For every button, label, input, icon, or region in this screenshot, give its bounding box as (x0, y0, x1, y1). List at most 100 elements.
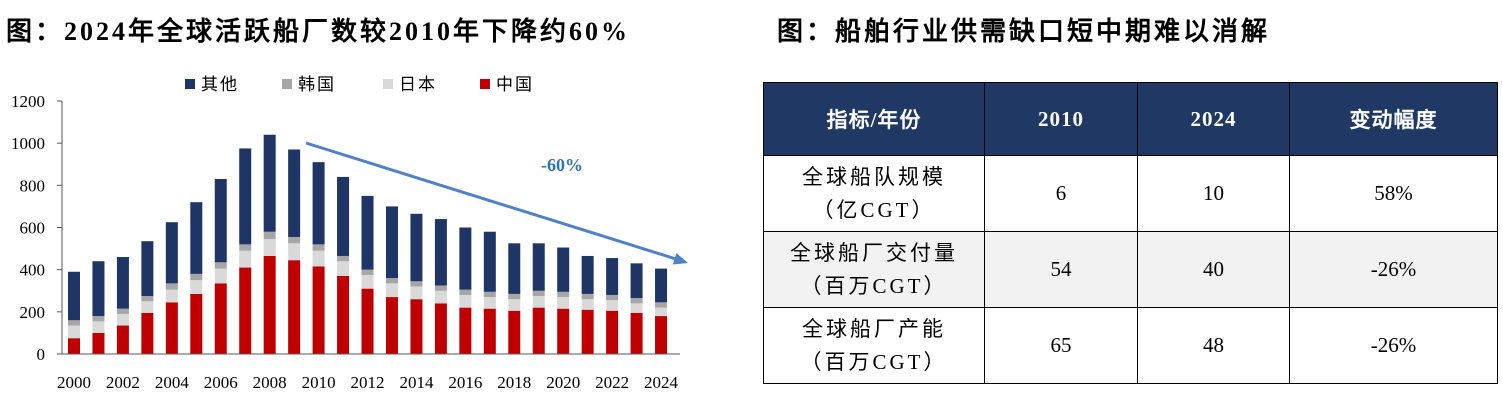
bar-japan-2021 (581, 299, 594, 310)
x-tick-labels: 2000 2002 2004 2006 2008 2010 2012 2014 2016 2018… (57, 373, 679, 392)
y-tick-label: 400 (20, 261, 46, 280)
trend-arrow (305, 141, 688, 265)
bar-japan-2007 (239, 250, 252, 268)
bar-other-2021 (581, 255, 594, 294)
bar-china-2004 (165, 302, 178, 354)
bar-other-2012 (361, 195, 374, 270)
legend-swatch (282, 79, 292, 89)
value-change: -26% (1289, 307, 1498, 384)
bar-china-2019 (532, 307, 545, 354)
legend: 其他 韩国 日本 中国 (185, 75, 534, 94)
value-change: 58% (1289, 155, 1498, 232)
legend-item-korea: 韩国 (282, 75, 336, 94)
bar-other-2023 (630, 263, 643, 299)
y-tick-label: 1000 (11, 134, 45, 153)
bar-japan-2024 (655, 307, 668, 317)
bar-japan-2002 (116, 313, 129, 326)
bar-korea-2024 (655, 302, 668, 308)
bar-other-2001 (92, 261, 105, 317)
supply-demand-table: 指标/年份 2010 2024 变动幅度 全球船队规模 （亿CGT） 6 10 5… (763, 82, 1498, 384)
row-label: 全球船厂产能 （百万CGT） (763, 307, 985, 384)
x-tick-label: 2018 (497, 373, 531, 392)
bar-japan-2022 (606, 300, 619, 311)
bar-japan-2008 (263, 239, 276, 256)
bar-china-2023 (630, 312, 643, 354)
x-tick-label: 2024 (644, 373, 679, 392)
trend-arrow-shaft (305, 141, 677, 261)
bar-korea-2018 (508, 293, 521, 300)
bar-japan-2004 (165, 289, 178, 303)
bar-japan-2023 (630, 303, 643, 313)
value-2024: 48 (1137, 307, 1290, 384)
bar-other-2010 (312, 162, 325, 245)
axes (57, 100, 680, 355)
header-2010: 2010 (984, 82, 1138, 156)
legend-swatch (383, 79, 393, 89)
bar-other-2002 (116, 257, 129, 309)
bar-japan-2005 (190, 280, 203, 294)
x-tick-label: 2008 (253, 373, 287, 392)
bar-other-2015 (434, 219, 447, 286)
bar-china-2021 (581, 309, 594, 354)
x-tick-label: 2000 (57, 373, 91, 392)
row-label-line-1: 全球船队规模 (802, 164, 946, 189)
bar-japan-2000 (68, 325, 80, 339)
bar-other-2008 (263, 134, 276, 232)
bar-china-2012 (361, 288, 374, 354)
table-row: 全球船厂产能 （百万CGT） 65 48 -26% (763, 307, 1498, 384)
bar-korea-2020 (557, 291, 570, 298)
bar-other-2014 (410, 213, 423, 282)
y-tick-label: 1200 (11, 92, 45, 111)
bar-korea-2019 (532, 290, 545, 297)
bar-china-2022 (606, 310, 619, 354)
change-annotation: -60% (541, 155, 583, 175)
bar-china-2013 (385, 297, 398, 354)
bar-korea-2000 (68, 320, 80, 326)
bar-korea-2014 (410, 281, 423, 287)
legend-label: 日本 (399, 75, 437, 94)
bar-korea-2001 (92, 316, 105, 322)
table-header-row: 指标/年份 2010 2024 变动幅度 (763, 82, 1498, 156)
value-2024: 10 (1137, 155, 1290, 232)
value-2010: 6 (984, 155, 1138, 232)
bar-korea-2016 (459, 289, 472, 295)
bar-japan-2010 (312, 250, 325, 267)
row-label-line-1: 全球船厂交付量 (790, 240, 958, 265)
value-2024: 40 (1137, 231, 1290, 308)
bar-other-2011 (337, 176, 350, 256)
legend-label: 中国 (496, 75, 534, 94)
y-tick-label: 800 (20, 176, 46, 195)
row-label-line-2: （百万CGT） (800, 273, 948, 298)
bar-japan-2013 (385, 283, 398, 298)
bar-japan-2011 (337, 261, 350, 276)
bar-china-2008 (263, 255, 276, 354)
bar-china-2009 (288, 260, 301, 354)
row-label: 全球船厂交付量 （百万CGT） (763, 231, 985, 308)
y-tick-label: 600 (20, 219, 46, 238)
header-indicator: 指标/年份 (763, 82, 985, 156)
bar-japan-2018 (508, 299, 521, 311)
trend-arrow-head (672, 253, 688, 265)
bar-korea-2021 (581, 293, 594, 300)
legend-item-china: 中国 (480, 75, 534, 94)
x-tick-label: 2012 (351, 373, 385, 392)
bar-japan-2019 (532, 296, 545, 308)
legend-item-japan: 日本 (383, 75, 437, 94)
table-title: 图：船舶行业供需缺口短中期难以消解 (777, 17, 1271, 46)
legend-swatch (185, 79, 195, 89)
bar-korea-2023 (630, 298, 643, 304)
bar-korea-2010 (312, 244, 325, 251)
x-tick-label: 2022 (595, 373, 629, 392)
legend-label: 韩国 (298, 75, 336, 94)
bar-china-2001 (92, 332, 105, 354)
bar-china-2003 (141, 312, 154, 354)
bar-other-2016 (459, 227, 472, 290)
bar-other-2024 (655, 268, 668, 303)
bar-china-2016 (459, 307, 472, 354)
value-change: -26% (1289, 231, 1498, 308)
y-tick-label: 200 (20, 303, 46, 322)
bar-other-2020 (557, 247, 570, 292)
bar-korea-2003 (141, 296, 154, 302)
y-tick-labels: 0 200 400 600 800 1000 1200 (11, 92, 45, 364)
row-label-line-2: （亿CGT） (812, 197, 936, 222)
